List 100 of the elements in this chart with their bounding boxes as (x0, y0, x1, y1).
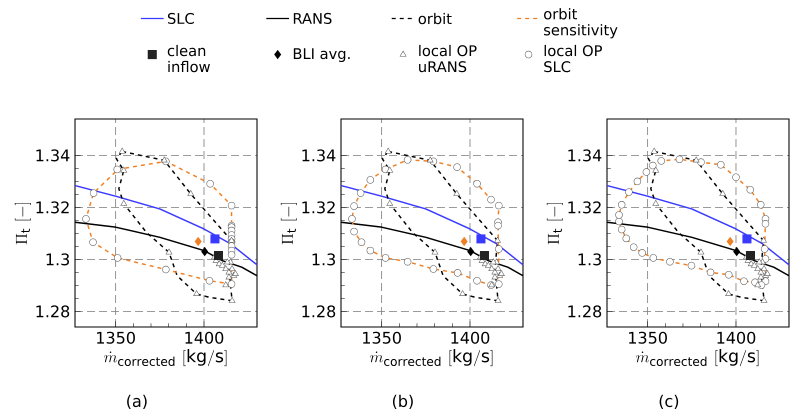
point (615, 211, 623, 219)
point (386, 200, 394, 206)
point (430, 265, 438, 273)
point (649, 162, 656, 170)
point (228, 296, 236, 303)
point (495, 280, 503, 288)
line-series (340, 184, 524, 266)
point (118, 148, 126, 154)
point (404, 258, 412, 266)
point (494, 236, 501, 243)
point (467, 247, 474, 256)
y-axis-title: $\Pi_{\mathrm{t}}\ [-]$ (14, 202, 31, 244)
point (228, 250, 236, 258)
point (358, 238, 366, 246)
point (717, 161, 725, 168)
point (642, 168, 650, 176)
point (228, 280, 236, 288)
point (630, 243, 638, 251)
y-tick-label: 1.28 (36, 305, 70, 318)
point (618, 226, 626, 234)
point (366, 246, 374, 254)
point (460, 236, 468, 246)
x-tick-label: 1350 (629, 332, 667, 344)
point (495, 202, 503, 210)
point (193, 290, 200, 296)
point (350, 228, 358, 236)
y-tick-label: 1.32 (568, 201, 601, 214)
point (494, 296, 502, 303)
point (618, 201, 626, 209)
point (625, 188, 633, 196)
point (692, 156, 700, 162)
text: (b) (392, 394, 413, 409)
point (756, 258, 763, 264)
text: (a) (127, 394, 147, 409)
point (756, 201, 764, 209)
point (366, 176, 374, 184)
point (350, 202, 358, 210)
point (494, 265, 502, 272)
point (206, 276, 214, 284)
point (634, 178, 642, 186)
y-axis-title: $\Pi_{\mathrm{t}}\ [-]$ (280, 202, 297, 244)
point (492, 274, 498, 280)
point (90, 189, 98, 197)
legend-label: clean inflow (168, 44, 210, 72)
point (166, 248, 172, 254)
line-series (74, 184, 258, 266)
point (762, 220, 770, 228)
point (732, 174, 740, 181)
point (740, 277, 748, 285)
point (473, 180, 481, 188)
y-axis-title: $\Pi_{\mathrm{t}}\ [-]$ (546, 202, 563, 244)
point (224, 258, 231, 264)
x-tick-label: 1400 (185, 332, 224, 344)
point (638, 249, 646, 257)
point (201, 247, 208, 256)
point (758, 268, 764, 274)
point (219, 262, 226, 268)
point (348, 215, 356, 223)
point (650, 254, 658, 262)
x-tick-label: 1400 (717, 332, 756, 344)
point (214, 250, 224, 260)
y-tick-label: 1.34 (36, 149, 70, 162)
point (114, 254, 122, 262)
y-tick-label: 1.32 (36, 201, 69, 214)
point (652, 200, 660, 206)
point (114, 166, 121, 174)
point (676, 156, 684, 164)
legend-label: BLI avg. (294, 48, 350, 62)
point (666, 258, 674, 266)
point (742, 234, 752, 244)
point (758, 274, 764, 280)
point (725, 270, 732, 278)
point (658, 157, 665, 165)
point (162, 266, 170, 274)
point (652, 166, 660, 172)
point (495, 245, 503, 253)
point (453, 190, 460, 196)
point (404, 156, 412, 164)
y-tick-label: 1.28 (302, 305, 336, 318)
x-tick-label: 1400 (451, 332, 490, 344)
y-tick-label: 1.3 (312, 253, 335, 266)
point (476, 234, 486, 244)
point (688, 262, 696, 270)
legend-label: orbit (418, 12, 452, 24)
point (89, 238, 97, 246)
point (480, 250, 490, 260)
point (706, 268, 714, 276)
point (386, 166, 394, 172)
point (733, 247, 740, 256)
point (726, 236, 734, 246)
point (459, 290, 466, 296)
point (492, 268, 498, 274)
point (82, 215, 90, 223)
point (746, 250, 756, 260)
point (228, 202, 236, 210)
point (698, 248, 704, 254)
y-tick-label: 1.3 (578, 253, 601, 266)
text: (c) (660, 394, 678, 409)
point (382, 254, 390, 262)
point (760, 236, 767, 243)
